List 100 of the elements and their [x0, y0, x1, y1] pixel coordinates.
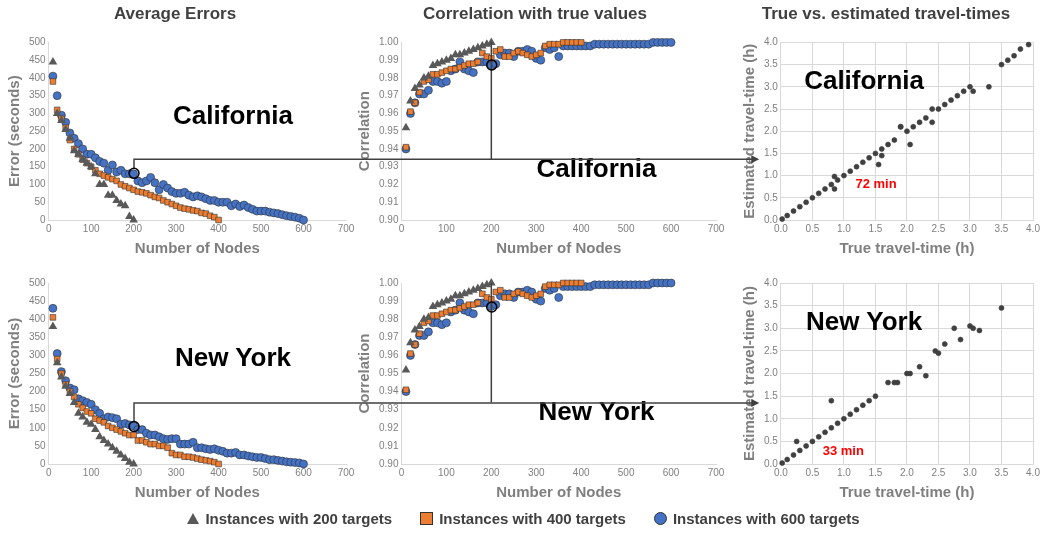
x-tick-label: 400 [572, 222, 590, 234]
x-tick-label: 4.0 [1026, 222, 1041, 234]
y-tick-label: 0.92 [378, 421, 399, 433]
y-tick-label: 0.93 [378, 160, 399, 172]
x-tick-label: 0.5 [805, 466, 820, 478]
x-tick-label: 600 [662, 466, 680, 478]
y-tick-label: 300 [29, 107, 47, 119]
y-tick-label: 0.94 [378, 142, 399, 154]
x-tick-label: 3.5 [994, 466, 1009, 478]
y-tick-label: 500 [29, 276, 47, 288]
x-tick-label: 0.0 [773, 466, 789, 478]
y-tick-label: 50 [34, 439, 47, 451]
x-tick-label: 700 [337, 466, 355, 478]
y-tick-label: 0.5 [764, 435, 779, 447]
y-axis-title: Error (seconds) [5, 75, 23, 188]
y-tick-label: 200 [29, 142, 47, 154]
x-tick-label: 2.0 [900, 222, 915, 234]
y-tick-label: 0.99 [378, 294, 399, 306]
x-tick-label: 4.0 [1026, 466, 1041, 478]
x-tick-label: 1.0 [836, 222, 852, 234]
y-tick-label: 3.0 [764, 322, 779, 333]
x-tick-label: 100 [438, 222, 456, 234]
y-tick-label: 0.99 [378, 53, 399, 65]
y-tick-label: 0.95 [378, 367, 399, 379]
y-tick-label: 0.0 [764, 213, 779, 225]
x-axis-title: Number of Nodes [496, 483, 622, 501]
x-tick-label: 600 [295, 466, 313, 478]
x-tick-label: 700 [707, 222, 725, 234]
x-axis-title: True travel-time (h) [839, 239, 975, 257]
chart-title: True vs. estimated travel-times [761, 3, 1011, 23]
y-tick-label: 0.93 [378, 403, 399, 415]
y-tick-label: 0.96 [378, 349, 399, 361]
y-tick-label: 0.5 [764, 191, 779, 203]
y-tick-label: 200 [29, 385, 47, 397]
x-tick-label: 0.5 [805, 222, 820, 234]
y-tick-label: 0.94 [378, 385, 399, 397]
y-tick-label: 250 [29, 367, 47, 379]
y-tick-label: 1.0 [764, 169, 779, 181]
y-tick-label: 0.96 [378, 107, 399, 119]
x-tick-label: 1.0 [836, 466, 852, 478]
y-tick-label: 4.0 [764, 36, 779, 48]
y-tick-label: 0.98 [378, 71, 399, 83]
x-tick-label: 1.5 [868, 222, 883, 234]
y-axis-title: Correlation [355, 333, 373, 414]
x-tick-label: 300 [527, 222, 546, 234]
x-tick-label: 400 [210, 222, 228, 234]
y-tick-label: 50 [34, 195, 47, 207]
x-tick-label: 2.0 [900, 466, 915, 478]
y-axis-title: Estimated travel-time (h) [740, 43, 758, 219]
x-tick-label: 2.5 [931, 466, 946, 478]
x-tick-label: 2.5 [931, 222, 946, 234]
y-tick-label: 2.0 [764, 124, 779, 136]
y-tick-label: 1.00 [378, 276, 399, 288]
x-tick-label: 100 [82, 222, 100, 234]
x-tick-label: 400 [572, 466, 590, 478]
y-tick-label: 250 [29, 124, 47, 136]
y-tick-label: 0.91 [378, 439, 399, 451]
y-tick-label: 300 [29, 349, 47, 361]
y-tick-label: 150 [29, 160, 47, 172]
chart-title: Correlation with true values [423, 3, 647, 23]
y-tick-label: 0 [40, 457, 47, 469]
y-tick-label: 0.95 [378, 124, 399, 136]
x-tick-label: 3.0 [963, 222, 978, 234]
x-tick-label: 200 [482, 222, 501, 234]
y-tick-label: 0.98 [378, 312, 399, 324]
legend-label: Instances with 600 targets [672, 510, 860, 527]
x-tick-label: 600 [295, 222, 313, 234]
x-tick-label: 3.0 [963, 466, 978, 478]
y-tick-label: 0.97 [378, 89, 399, 101]
annotation: California [804, 64, 925, 95]
x-tick-label: 100 [438, 466, 456, 478]
x-tick-label: 500 [617, 222, 635, 234]
x-axis-title: Number of Nodes [134, 239, 260, 257]
x-tick-label: 0.0 [773, 222, 789, 234]
y-tick-label: 500 [29, 36, 47, 48]
x-tick-label: 1.5 [868, 466, 883, 478]
y-tick-label: 4.0 [764, 276, 779, 288]
y-tick-label: 3.5 [764, 299, 779, 311]
y-tick-label: 3.0 [764, 80, 779, 92]
chart-title: Average Errors [113, 3, 237, 23]
y-axis-title: Estimated travel-time (h) [740, 285, 758, 462]
y-tick-label: 2.5 [764, 344, 779, 356]
x-tick-label: 300 [167, 466, 185, 478]
y-tick-label: 1.00 [378, 36, 399, 48]
x-tick-label: 500 [252, 222, 270, 234]
x-tick-label: 700 [337, 222, 355, 234]
x-tick-label: 200 [482, 466, 501, 478]
x-tick-label: 300 [167, 222, 185, 234]
y-tick-label: 400 [29, 71, 47, 83]
y-tick-label: 3.5 [764, 58, 779, 70]
y-tick-label: 0.92 [378, 178, 399, 190]
y-tick-label: 2.0 [764, 367, 779, 379]
y-tick-label: 400 [29, 312, 47, 324]
y-tick-label: 100 [29, 421, 47, 433]
x-tick-label: 300 [527, 466, 546, 478]
x-tick-label: 500 [252, 466, 270, 478]
x-tick-label: 700 [707, 466, 725, 478]
y-axis-title: Error (seconds) [5, 317, 23, 430]
y-tick-label: 150 [29, 403, 47, 415]
x-tick-label: 400 [210, 466, 228, 478]
